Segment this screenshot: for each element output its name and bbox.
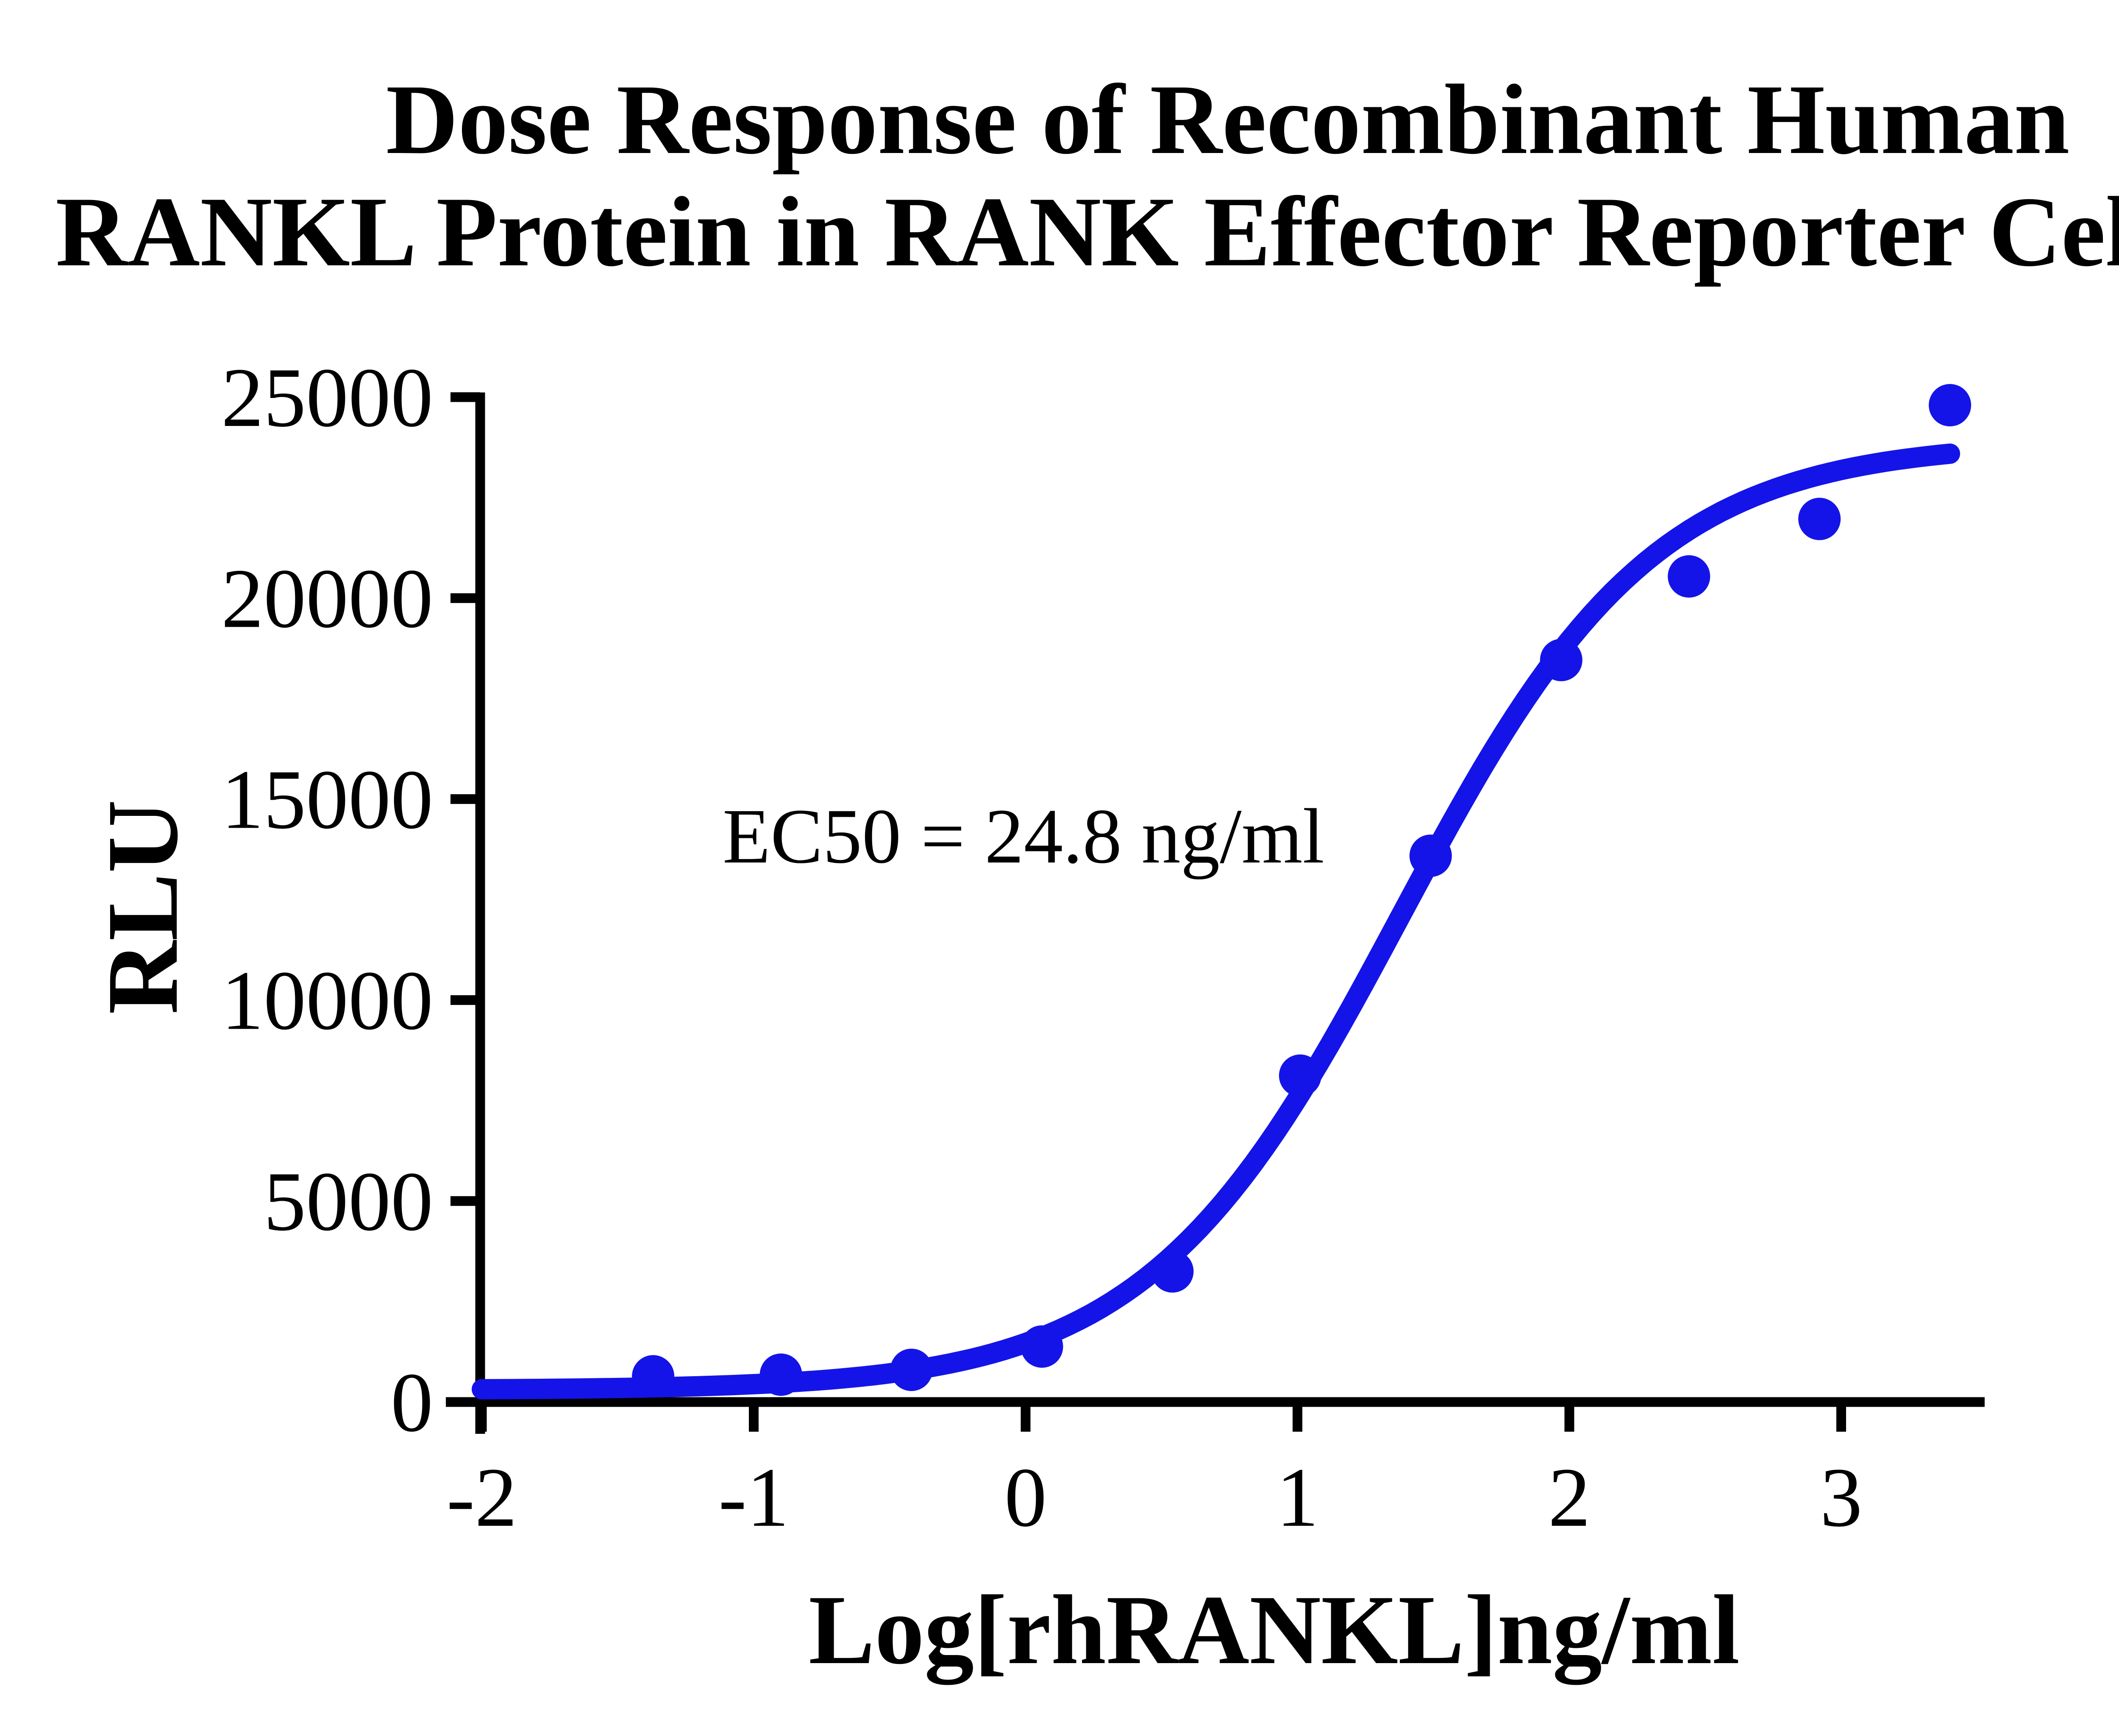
- data-point: [1151, 1250, 1194, 1293]
- x-tick-label: 0: [1004, 1451, 1047, 1544]
- chart-title-line2: RANKL Protein in RANK Effector Reporter …: [56, 177, 2119, 287]
- y-tick-label: 15000: [221, 753, 433, 846]
- data-point: [890, 1349, 933, 1391]
- ec50-annotation: EC50 = 24.8 ng/ml: [723, 793, 1324, 880]
- y-tick-label: 5000: [264, 1155, 433, 1249]
- data-point: [1409, 835, 1452, 877]
- y-tick-label: 25000: [221, 351, 433, 445]
- chart-title: Dose Response of Recombinant Human RANKL…: [0, 64, 2119, 288]
- data-point: [1279, 1054, 1321, 1097]
- data-point: [1021, 1325, 1063, 1368]
- data-point: [1540, 639, 1582, 682]
- data-point: [1668, 555, 1710, 598]
- x-tick-label: 2: [1548, 1451, 1591, 1544]
- y-tick-label: 20000: [221, 552, 433, 645]
- chart-title-line1: Dose Response of Recombinant Human: [386, 64, 2070, 175]
- x-tick-label: -2: [447, 1451, 517, 1544]
- y-tick-label: 10000: [221, 954, 433, 1048]
- x-axis-title: Log[rhRANKL]ng/ml: [809, 1575, 1740, 1685]
- data-point: [632, 1355, 675, 1398]
- x-tick-label: -1: [718, 1451, 789, 1544]
- x-tick-label: 3: [1820, 1451, 1863, 1544]
- data-point: [1798, 498, 1841, 540]
- y-tick-label: 0: [391, 1356, 433, 1449]
- data-point: [759, 1353, 802, 1396]
- data-point: [1929, 384, 1972, 426]
- x-tick-label: 1: [1276, 1451, 1319, 1544]
- fit-curve: [472, 443, 1960, 1399]
